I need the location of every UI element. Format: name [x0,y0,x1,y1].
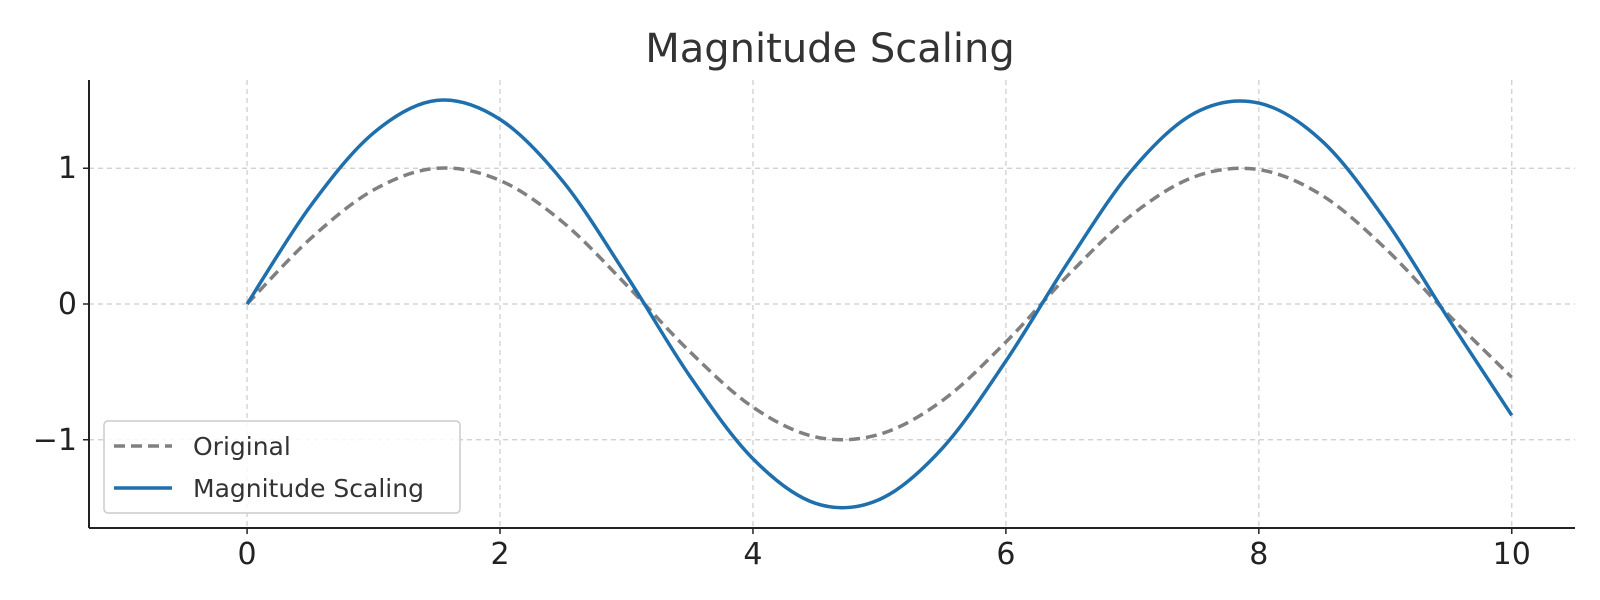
legend-label-original: Original [193,432,291,461]
x-tick-label: 8 [1249,537,1268,572]
legend-label-magnitude-scaling: Magnitude Scaling [193,474,424,503]
x-tick-label: 4 [743,537,762,572]
x-tick-label: 2 [490,537,509,572]
x-tick-label: 6 [996,537,1015,572]
series-layer [245,98,1514,510]
x-tick-label: 10 [1493,537,1531,572]
legend-box [103,420,461,514]
ticks: 0 2 4 6 8 10 −1 0 1 [33,151,1531,572]
x-tick-label: 0 [238,537,257,572]
chart-title: Magnitude Scaling [645,26,1015,72]
y-tick-label: 0 [58,287,77,322]
y-tick-label: 1 [58,151,77,186]
y-tick-label: −1 [33,423,77,458]
series-line-original [245,166,1513,442]
series-line-magnitude-scaling [245,98,1514,510]
legend: Original Magnitude Scaling [103,420,461,514]
